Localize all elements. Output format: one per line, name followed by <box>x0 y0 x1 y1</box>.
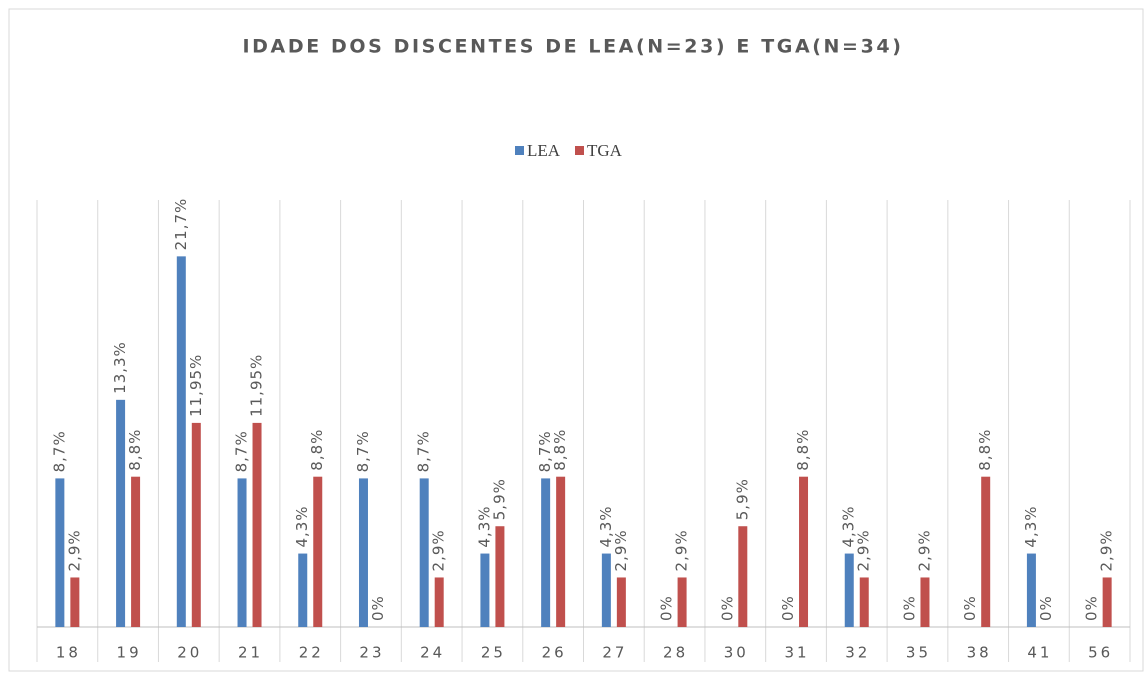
bar <box>70 577 80 627</box>
bar <box>738 526 748 627</box>
bar <box>176 256 186 627</box>
value-label: 8,7% <box>354 430 372 472</box>
x-tick-label: 20 <box>177 644 202 662</box>
value-label: 8,8% <box>551 429 569 471</box>
bar <box>191 422 201 627</box>
value-label: 4,3% <box>1022 505 1040 547</box>
value-label: 5,9% <box>490 478 508 520</box>
legend-label: TGA <box>587 141 623 160</box>
chart-title: IDADE DOS DISCENTES DE LEA(N=23) E TGA(N… <box>242 36 903 58</box>
value-label: 2,9% <box>612 529 630 571</box>
x-tick-label: 41 <box>1027 644 1052 662</box>
value-label: 2,9% <box>65 529 83 571</box>
legend-swatch <box>515 146 524 155</box>
value-label: 0% <box>718 595 736 621</box>
bar <box>358 478 368 627</box>
value-label: 2,9% <box>673 529 691 571</box>
value-label: 0% <box>900 595 918 621</box>
x-tick-label: 24 <box>420 644 445 662</box>
value-label: 2,9% <box>855 529 873 571</box>
bar <box>799 476 809 627</box>
bar <box>237 478 247 627</box>
legend-swatch <box>575 146 584 155</box>
bar <box>1026 553 1036 627</box>
bar <box>920 577 930 627</box>
value-label: 0% <box>779 595 797 621</box>
value-label: 11,95% <box>187 354 205 417</box>
value-label: 2,9% <box>1098 529 1116 571</box>
bar <box>131 476 141 627</box>
x-tick-label: 25 <box>481 644 506 662</box>
bar <box>252 422 262 627</box>
value-label: 8,7% <box>50 430 68 472</box>
value-label: 0% <box>1037 595 1055 621</box>
bar <box>480 553 490 627</box>
x-tick-label: 30 <box>724 644 749 662</box>
bar <box>859 577 869 627</box>
value-label: 0% <box>658 595 676 621</box>
x-tick-label: 21 <box>238 644 263 662</box>
x-tick-label: 32 <box>845 644 870 662</box>
value-label: 11,95% <box>248 354 266 417</box>
value-label: 0% <box>369 595 387 621</box>
value-label: 4,3% <box>475 505 493 547</box>
value-label: 8,8% <box>308 429 326 471</box>
value-label: 0% <box>961 595 979 621</box>
x-tick-label: 27 <box>602 644 627 662</box>
x-tick-label: 56 <box>1088 644 1113 662</box>
x-tick-label: 22 <box>299 644 324 662</box>
value-label: 8,7% <box>536 430 554 472</box>
value-label: 4,3% <box>293 505 311 547</box>
bar <box>434 577 444 627</box>
value-label: 8,8% <box>976 429 994 471</box>
value-label: 8,8% <box>794 429 812 471</box>
value-label: 8,8% <box>126 429 144 471</box>
bar <box>601 553 611 627</box>
bar <box>616 577 626 627</box>
value-label: 4,3% <box>840 505 858 547</box>
bar <box>298 553 308 627</box>
bar <box>1102 577 1112 627</box>
x-tick-label: 38 <box>967 644 992 662</box>
bar <box>419 478 429 627</box>
value-label: 8,7% <box>415 430 433 472</box>
value-label: 13,3% <box>111 341 129 394</box>
bar <box>313 476 323 627</box>
x-tick-label: 26 <box>542 644 567 662</box>
bar <box>677 577 687 627</box>
bar <box>495 526 505 627</box>
bar <box>541 478 551 627</box>
x-tick-label: 18 <box>56 644 81 662</box>
value-label: 21,7% <box>172 198 190 251</box>
bar <box>116 399 126 627</box>
x-tick-label: 28 <box>663 644 688 662</box>
bar <box>55 478 65 627</box>
x-tick-label: 31 <box>784 644 809 662</box>
value-label: 8,7% <box>233 430 251 472</box>
value-label: 5,9% <box>733 478 751 520</box>
bar <box>556 476 566 627</box>
bar <box>981 476 991 627</box>
legend-label: LEA <box>527 141 561 160</box>
value-label: 2,9% <box>430 529 448 571</box>
value-label: 2,9% <box>915 529 933 571</box>
bar <box>844 553 854 627</box>
value-label: 0% <box>1083 595 1101 621</box>
value-label: 4,3% <box>597 505 615 547</box>
x-tick-label: 35 <box>906 644 931 662</box>
x-tick-label: 19 <box>117 644 142 662</box>
x-tick-label: 23 <box>359 644 384 662</box>
